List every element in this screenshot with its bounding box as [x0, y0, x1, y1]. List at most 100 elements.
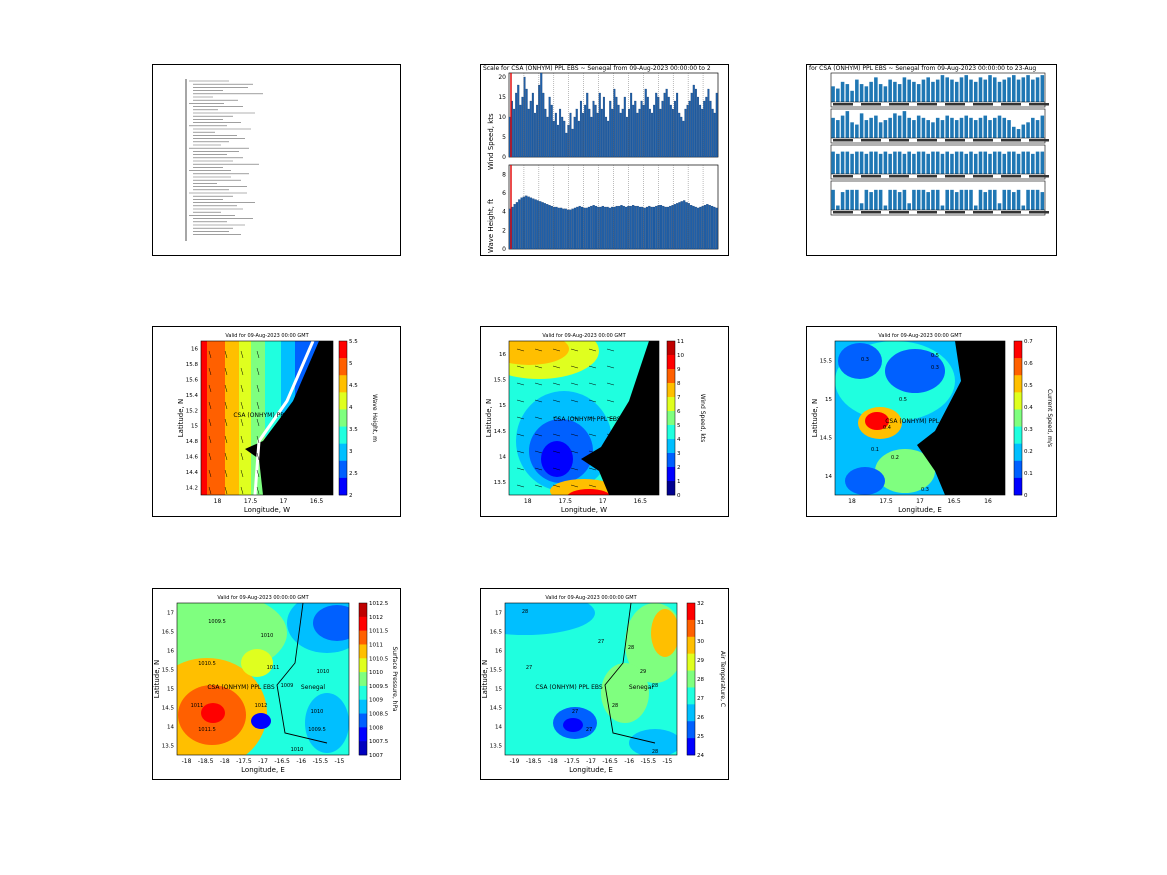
- series-bar: [921, 151, 926, 174]
- current-colorbar-segment: [1014, 477, 1022, 496]
- wave-bar: [594, 205, 598, 250]
- pressure-contour-label: 1009.5: [208, 619, 226, 625]
- current-colorbar-segment: [1014, 460, 1022, 479]
- wave-direction-arrow: [256, 367, 260, 376]
- temp-colorbar-tick: 28: [697, 677, 704, 683]
- wind-ytick: 20: [498, 74, 506, 81]
- series-bar: [831, 189, 835, 210]
- wave-direction-arrow: [256, 384, 260, 393]
- series-bar: [883, 151, 888, 174]
- wave-ytick: 14.6: [186, 455, 199, 461]
- series-bar: [964, 115, 969, 138]
- wave-bar: [525, 195, 528, 250]
- wave-bar: [548, 205, 551, 250]
- series-bar: [954, 192, 959, 210]
- wind-direction-arrow: [588, 484, 597, 488]
- temp-contour-label: 27: [526, 665, 532, 671]
- wind-bar: [569, 112, 572, 158]
- series-bar: [902, 111, 907, 138]
- series-bar: [836, 205, 840, 210]
- wave-bar: [529, 197, 533, 250]
- wind-bar: [590, 116, 593, 158]
- wind-bar: [648, 108, 651, 158]
- current-xtick: 17.5: [879, 498, 893, 505]
- wave-bar: [601, 205, 605, 250]
- wind-colorbar-tick: 8: [677, 381, 681, 387]
- wave-bar: [662, 205, 665, 250]
- series-bar: [893, 113, 897, 138]
- coastline: [604, 603, 656, 744]
- pressure-colorbar-segment: [359, 685, 367, 701]
- wind-direction-arrow: [516, 416, 525, 420]
- wave-bar: [652, 206, 656, 250]
- pressure-colorbar-segment: [359, 658, 367, 673]
- wave-bar: [687, 203, 690, 250]
- wave-direction-arrow: [224, 435, 228, 444]
- series-bar: [850, 153, 854, 174]
- wind-contour: [541, 441, 573, 477]
- temp-colorbar-tick: 26: [697, 715, 704, 721]
- series-date-label: [833, 139, 853, 142]
- series-bar: [1016, 129, 1021, 138]
- wave-ytick: 16: [191, 347, 198, 353]
- wind-field: [509, 341, 659, 495]
- series-bar: [988, 75, 992, 102]
- series-bar: [836, 120, 840, 138]
- series-bar: [1031, 189, 1035, 210]
- temp-ytick: 15: [495, 687, 502, 693]
- wave-colorbar-tick: 5.5: [349, 339, 358, 345]
- wind-direction-arrow: [534, 399, 543, 403]
- series-bar: [988, 120, 992, 138]
- series-bar: [1012, 192, 1016, 210]
- temp-ytick: 16: [495, 649, 502, 655]
- temp-xtick: -16: [624, 758, 634, 765]
- wave-bar: [634, 205, 637, 250]
- series-bar: [1021, 77, 1026, 102]
- temp-colorbar-segment: [687, 670, 695, 688]
- wind-colorbar-tick: 3: [677, 451, 681, 457]
- series-bar: [1016, 153, 1021, 174]
- wave-ytick: 8: [502, 171, 506, 178]
- series-bar: [1035, 120, 1040, 138]
- series-bar: [935, 79, 940, 102]
- wind-direction-arrow: [534, 382, 543, 386]
- wind-direction-arrow: [570, 348, 579, 352]
- series-bar: [874, 115, 878, 138]
- wave-bar: [553, 206, 556, 250]
- temp-ytick: 13.5: [490, 744, 503, 750]
- pressure-colorbar-label: Surface Pressure, hPa: [391, 646, 398, 711]
- wave-bar: [659, 205, 663, 250]
- wind-direction-arrow: [570, 450, 579, 454]
- temp-contour-label: 28: [522, 609, 528, 615]
- wind-ytick: 15: [498, 94, 506, 101]
- wind-bar: [638, 108, 641, 158]
- wave-bar: [641, 206, 644, 250]
- wind-bar: [661, 100, 664, 158]
- series-bar: [969, 79, 973, 102]
- series-bar: [973, 81, 978, 102]
- temp-colorbar-segment: [687, 687, 695, 705]
- series-bar: [1040, 115, 1045, 138]
- wind-bar: [630, 92, 633, 158]
- wind-direction-arrow: [588, 348, 597, 352]
- wave-direction-arrow: [240, 435, 244, 444]
- pressure-axes-frame: [176, 602, 350, 756]
- series-date-label: [889, 103, 909, 106]
- series-bar: [983, 79, 988, 102]
- series-bar: [926, 153, 930, 174]
- wind-bar: [628, 108, 631, 158]
- current-colorbar-segment: [1014, 409, 1022, 427]
- series-bar: [912, 120, 916, 138]
- series-bar: [940, 153, 945, 174]
- series-bar: [1007, 189, 1011, 210]
- wind-bar: [642, 104, 645, 158]
- wind-direction-arrow: [516, 348, 525, 352]
- current-title: Valid for 09-Aug-2023 00:00 GMT: [878, 333, 962, 339]
- series-bar: [1007, 120, 1011, 138]
- wave-direction-arrow: [208, 452, 212, 461]
- series-bar: [831, 117, 835, 138]
- wave-bar: [546, 204, 549, 250]
- pressure-xtick: -18: [220, 758, 230, 765]
- wave-bar: [636, 205, 639, 250]
- wind-bar: [653, 104, 656, 158]
